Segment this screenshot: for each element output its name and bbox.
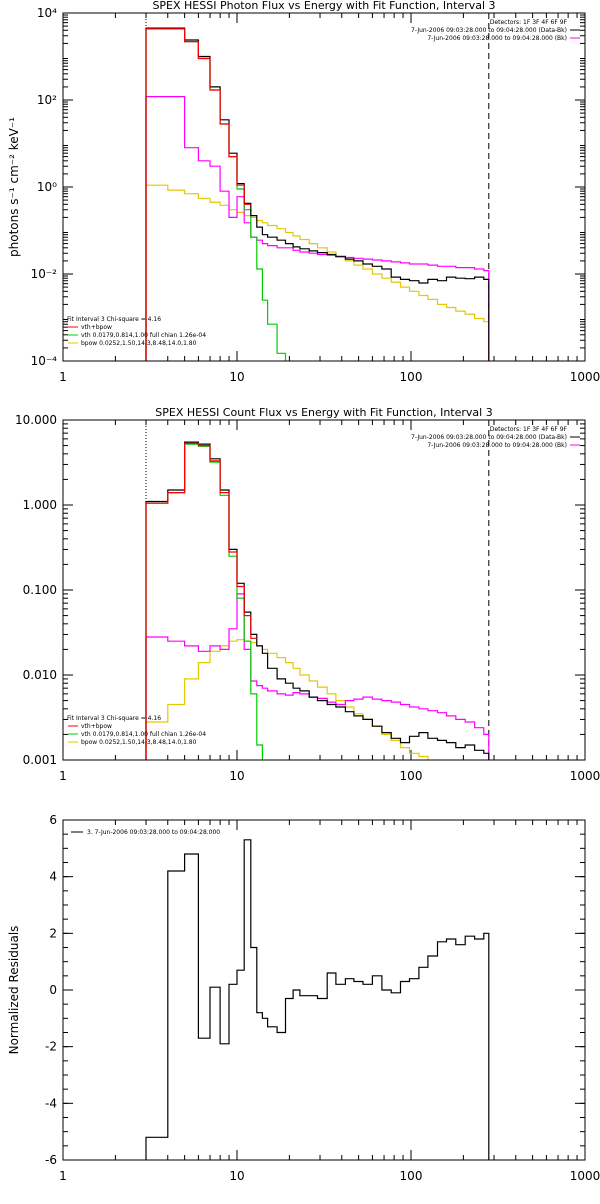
resid-x-tick-label: 1000 — [570, 1169, 600, 1183]
resid-y-tick-label: 6 — [49, 813, 57, 827]
photon-x-tick-label: 100 — [400, 370, 423, 384]
resid-y-tick-label: 4 — [49, 870, 57, 884]
resid-y-axis-label: Normalized Residuals — [7, 926, 21, 1055]
count-legend-top-right-text: 7-Jun-2006 09:03:28.000 to 09:04:28.000 … — [427, 442, 567, 449]
count-flux-panel: SPEX HESSI Count Flux vs Energy with Fit… — [15, 406, 600, 783]
resid-x-tick-label: 10 — [229, 1169, 244, 1183]
photon-legend-top-right-text: Detectors: 1F 3F 4F 6F 9F — [490, 19, 568, 26]
resid-x-tick-label: 1 — [59, 1169, 67, 1183]
photon-y-tick-label: 10⁻⁴ — [31, 354, 58, 368]
resid-y-tick-label: -6 — [45, 1153, 57, 1167]
count-series-bk — [145, 593, 490, 760]
resid-y-tick-label: 0 — [49, 983, 57, 997]
count-title: SPEX HESSI Count Flux vs Energy with Fit… — [155, 406, 492, 419]
photon-y-tick-label: 10² — [37, 93, 57, 107]
photon-series-total — [145, 28, 251, 361]
photon-title: SPEX HESSI Photon Flux vs Energy with Fi… — [152, 0, 495, 12]
photon-flux-panel: SPEX HESSI Photon Flux vs Energy with Fi… — [7, 0, 600, 384]
count-x-tick-label: 100 — [400, 769, 423, 783]
count-y-tick-label: 1.000 — [23, 498, 57, 512]
residuals-panel: 1 10 100 1000 -6 -4 -2 0 2 4 6 Normalized Residuals… — [7, 813, 600, 1183]
count-legend-bottom-left-text: Fit Interval 3 Chi-square = 4.16 — [67, 715, 161, 722]
photon-legend-top-right-text: 7-Jun-2006 09:03:28.000 to 09:04:28.000 … — [427, 35, 567, 42]
photon-x-tick-label: 10 — [229, 370, 244, 384]
photon-legend-bottom-left-text: Fit Interval 3 Chi-square = 4.16 — [67, 316, 161, 323]
photon-plot-frame — [62, 12, 586, 362]
photon-x-tick-label: 1 — [59, 370, 67, 384]
photon-legend-bottom-left-text: bpow 0.0252,1.50,14.3,8.48,14.0,1.80 — [81, 340, 197, 347]
resid-legend-top-left-text: 3. 7-Jun-2006 09:03:28.000 to 09:04:28.0… — [87, 829, 220, 836]
photon-legend-bottom-left-text: vth+bpow — [81, 324, 112, 331]
count-y-tick-label: 0.001 — [23, 753, 57, 767]
resid-y-tick-label: 2 — [49, 926, 57, 940]
resid-y-tick-label: -4 — [45, 1096, 57, 1110]
count-x-tick-label: 1000 — [570, 769, 600, 783]
count-legend-bottom-left-text: bpow 0.0252,1.50,14.3,8.48,14.0,1.80 — [81, 739, 197, 746]
photon-series-bk — [145, 96, 490, 361]
count-x-tick-label: 1 — [59, 769, 67, 783]
count-legend-bottom-left-text: vth 0.0179,0.814,1.00 full chian 1.26e-0… — [81, 731, 206, 738]
photon-legend-bottom-left-text: vth 0.0179,0.814,1.00 full chian 1.26e-0… — [81, 332, 206, 339]
photon-y-tick-label: 10⁴ — [37, 6, 57, 20]
photon-series-vth — [145, 28, 287, 361]
photon-y-tick-label: 10⁻² — [31, 267, 58, 281]
photon-x-tick-label: 1000 — [570, 370, 600, 384]
count-x-tick-label: 10 — [229, 769, 244, 783]
photon-legend-top-right-text: 7-Jun-2006 09:03:28.000 to 09:04:28.000 … — [411, 27, 567, 34]
resid-x-tick-label: 100 — [400, 1169, 423, 1183]
photon-y-tick-label: 10⁰ — [37, 180, 57, 194]
count-y-tick-label: 0.010 — [23, 668, 57, 682]
count-series-total — [145, 442, 257, 760]
count-plot-frame — [62, 419, 586, 761]
photon-series-data — [145, 27, 490, 361]
resid-y-tick-label: -2 — [45, 1040, 57, 1054]
resid-plot-frame — [62, 819, 586, 1161]
count-legend-top-right-text: 7-Jun-2006 09:03:28.000 to 09:04:28.000 … — [411, 434, 567, 441]
count-y-tick-label: 10.000 — [15, 413, 57, 427]
count-y-tick-label: 0.100 — [23, 583, 57, 597]
count-series-vth — [145, 443, 269, 760]
count-legend-top-right-text: Detectors: 1F 3F 4F 6F 9F — [490, 426, 568, 433]
count-legend-bottom-left-text: vth+bpow — [81, 723, 112, 730]
resid-series-resid — [145, 839, 490, 1160]
photon-y-axis-label: photons s⁻¹ cm⁻² keV⁻¹ — [7, 117, 21, 257]
